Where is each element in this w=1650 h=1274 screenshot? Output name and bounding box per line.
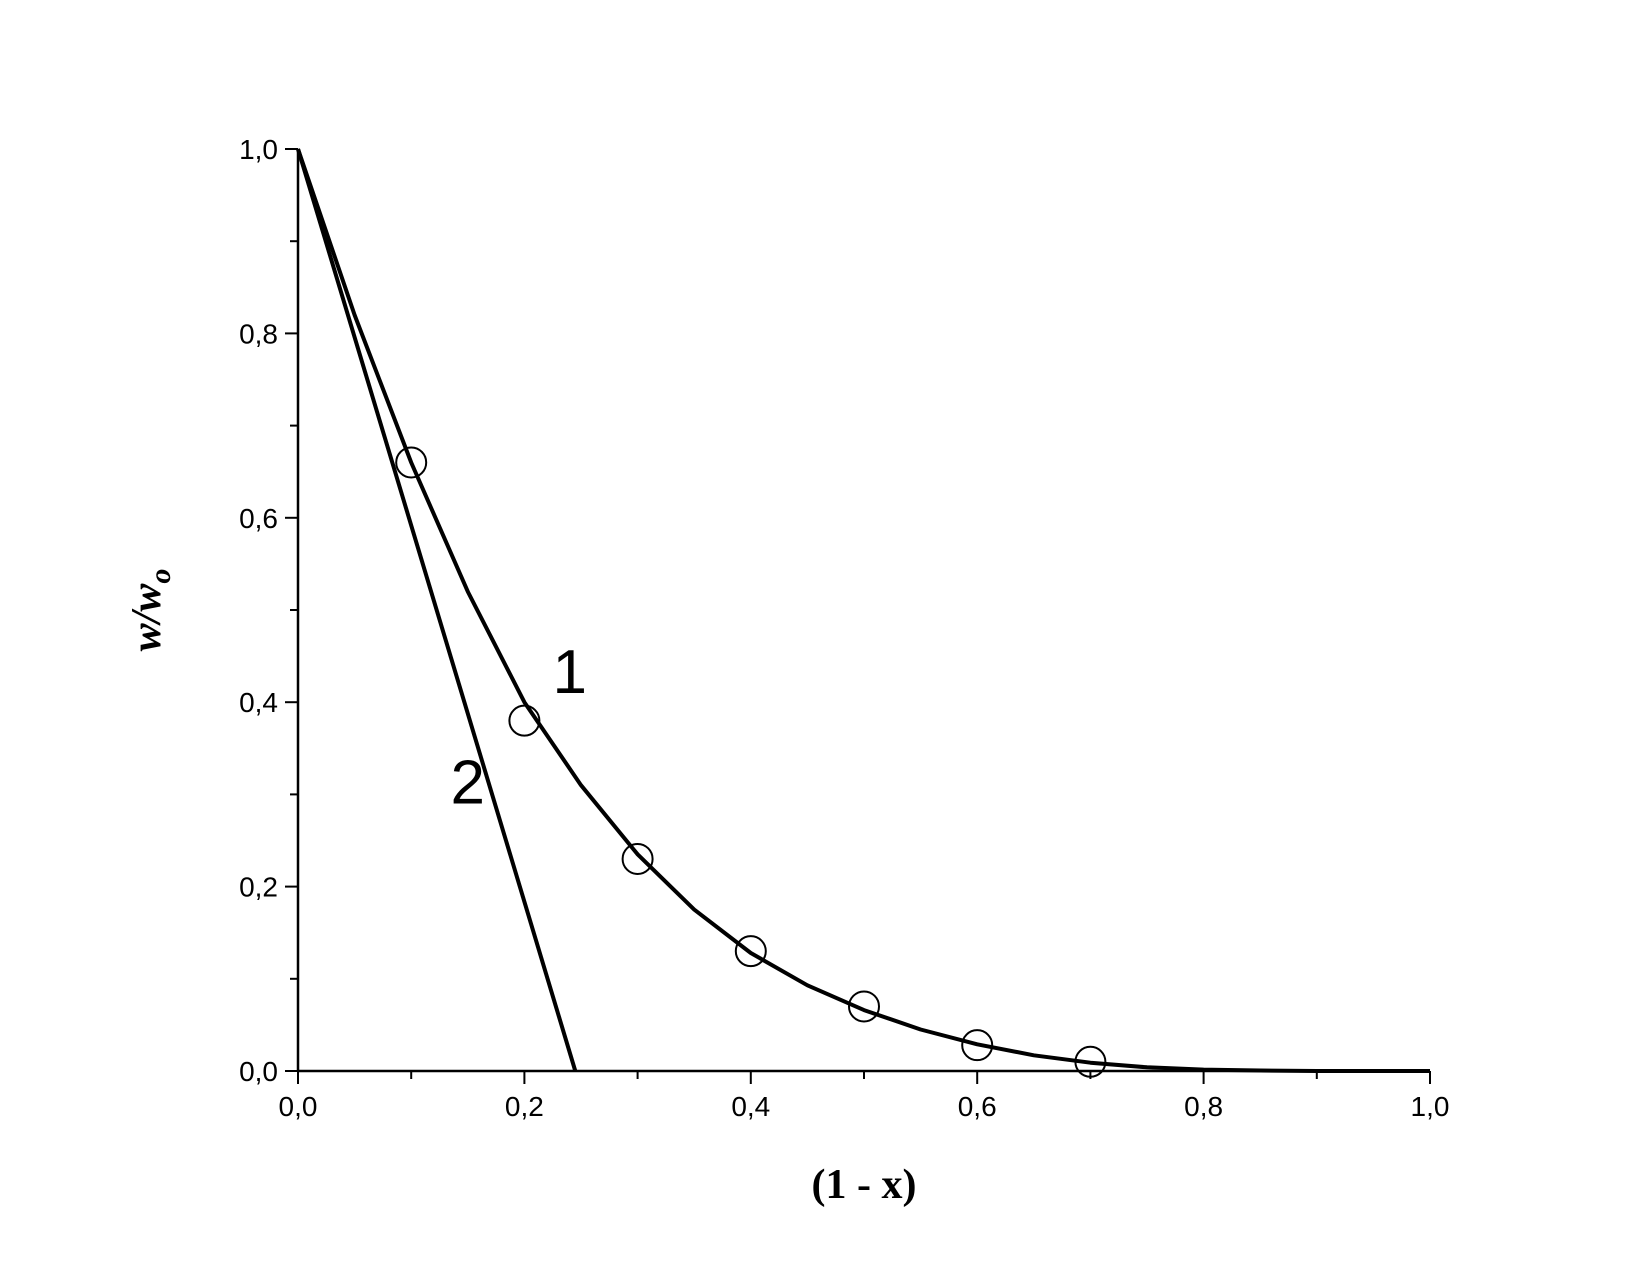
curve-label: 2 xyxy=(451,749,485,818)
x-tick-label: 0,6 xyxy=(958,1091,997,1122)
data-point xyxy=(961,1029,994,1062)
data-point xyxy=(395,446,428,479)
x-tick-label: 1,0 xyxy=(1411,1091,1450,1122)
x-tick-label: 0,2 xyxy=(505,1091,544,1122)
y-tick-label: 0,8 xyxy=(239,318,278,349)
y-tick-label: 0,4 xyxy=(239,687,278,718)
y-tick-label: 0,0 xyxy=(239,1056,278,1087)
x-tick-label: 0,4 xyxy=(731,1091,770,1122)
y-axis-label-main: w/w xyxy=(124,583,170,652)
y-tick-label: 0,2 xyxy=(239,872,278,903)
data-point xyxy=(621,842,654,875)
y-tick-label: 1,0 xyxy=(239,134,278,165)
y-tick-label: 0,6 xyxy=(239,503,278,534)
x-axis-label: (1 - x) xyxy=(812,1162,917,1208)
data-point xyxy=(508,704,541,737)
data-point xyxy=(734,935,767,968)
y-axis-label-sub: o xyxy=(144,569,177,584)
curve-label: 1 xyxy=(552,638,586,707)
curve xyxy=(296,148,578,1072)
x-tick-label: 0,8 xyxy=(1184,1091,1223,1122)
y-axis-label: w/wo xyxy=(124,569,177,652)
x-tick-label: 0,0 xyxy=(279,1091,318,1122)
data-point xyxy=(1074,1045,1107,1078)
curve xyxy=(296,148,1430,1073)
data-point xyxy=(848,990,880,1023)
